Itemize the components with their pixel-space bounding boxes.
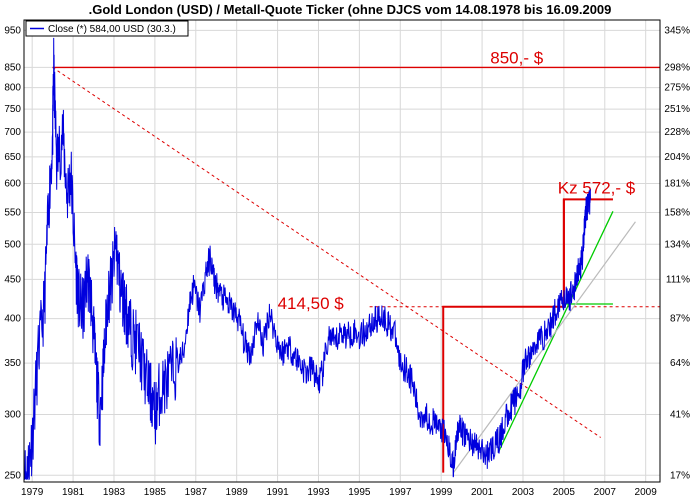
y-tick-label-right: 87%: [670, 314, 690, 325]
series-line-gold-close: [23, 37, 591, 481]
x-tick-label: 1993: [307, 487, 330, 498]
y-tick-label-left: 750: [4, 104, 21, 115]
legend-label: Close (*) 584,00 USD (30.3.): [48, 24, 176, 35]
x-tick-label: 1999: [430, 487, 453, 498]
y-tick-label-left: 650: [4, 152, 21, 163]
y-tick-label-left: 950: [4, 25, 21, 36]
annotation-850: 850,- $: [490, 48, 543, 67]
y-tick-label-left: 600: [4, 179, 21, 190]
y-tick-label-right: 181%: [664, 179, 690, 190]
x-tick-label: 1989: [226, 487, 249, 498]
y-tick-label-right: 41%: [670, 410, 690, 421]
x-tick-label: 2003: [512, 487, 535, 498]
x-tick-label: 1985: [144, 487, 167, 498]
x-tick-label: 1995: [348, 487, 371, 498]
y-tick-label-right: 134%: [664, 239, 690, 250]
y-tick-label-right: 64%: [670, 358, 690, 369]
y-tick-label-left: 800: [4, 83, 21, 94]
y-tick-label-right: 204%: [664, 152, 690, 163]
y-tick-label-left: 450: [4, 274, 21, 285]
y-tick-label-right: 345%: [664, 25, 690, 36]
chart-title: .Gold London (USD) / Metall-Quote Ticker…: [88, 2, 612, 17]
y-tick-label-right: 111%: [666, 274, 690, 285]
breakout-box-outline: [442, 198, 613, 473]
y-tick-label-right: 298%: [664, 62, 690, 73]
x-tick-label: 2009: [635, 487, 658, 498]
y-tick-label-left: 250: [4, 470, 21, 481]
y-tick-label-left: 500: [4, 239, 21, 250]
y-tick-label-left: 550: [4, 208, 21, 219]
y-tick-label-right: 251%: [664, 104, 690, 115]
trendline-dashed: [52, 67, 601, 438]
annotation-kz-572: Kz 572,- $: [558, 178, 636, 197]
x-tick-label: 1991: [266, 487, 289, 498]
y-tick-label-left: 400: [4, 314, 21, 325]
annotation-414: 414,50 $: [278, 294, 345, 313]
x-tick-label: 2007: [594, 487, 617, 498]
y-tick-label-left: 350: [4, 358, 21, 369]
x-tick-label: 1979: [21, 487, 44, 498]
x-tick-label: 1997: [389, 487, 412, 498]
y-tick-label-right: 228%: [664, 127, 690, 138]
x-tick-label: 2001: [471, 487, 494, 498]
y-tick-label-right: 158%: [664, 208, 690, 219]
y-tick-label-left: 850: [4, 62, 21, 73]
y-tick-label-left: 700: [4, 127, 21, 138]
x-tick-label: 1981: [62, 487, 85, 498]
y-tick-label-right: 275%: [664, 83, 690, 94]
x-tick-label: 1987: [185, 487, 208, 498]
legend-box: [25, 20, 189, 37]
plot-frame: [23, 19, 661, 483]
y-tick-label-right: 17%: [670, 470, 690, 481]
x-tick-label: 1983: [103, 487, 126, 498]
x-tick-label: 2005: [553, 487, 576, 498]
y-tick-label-left: 300: [4, 410, 21, 421]
